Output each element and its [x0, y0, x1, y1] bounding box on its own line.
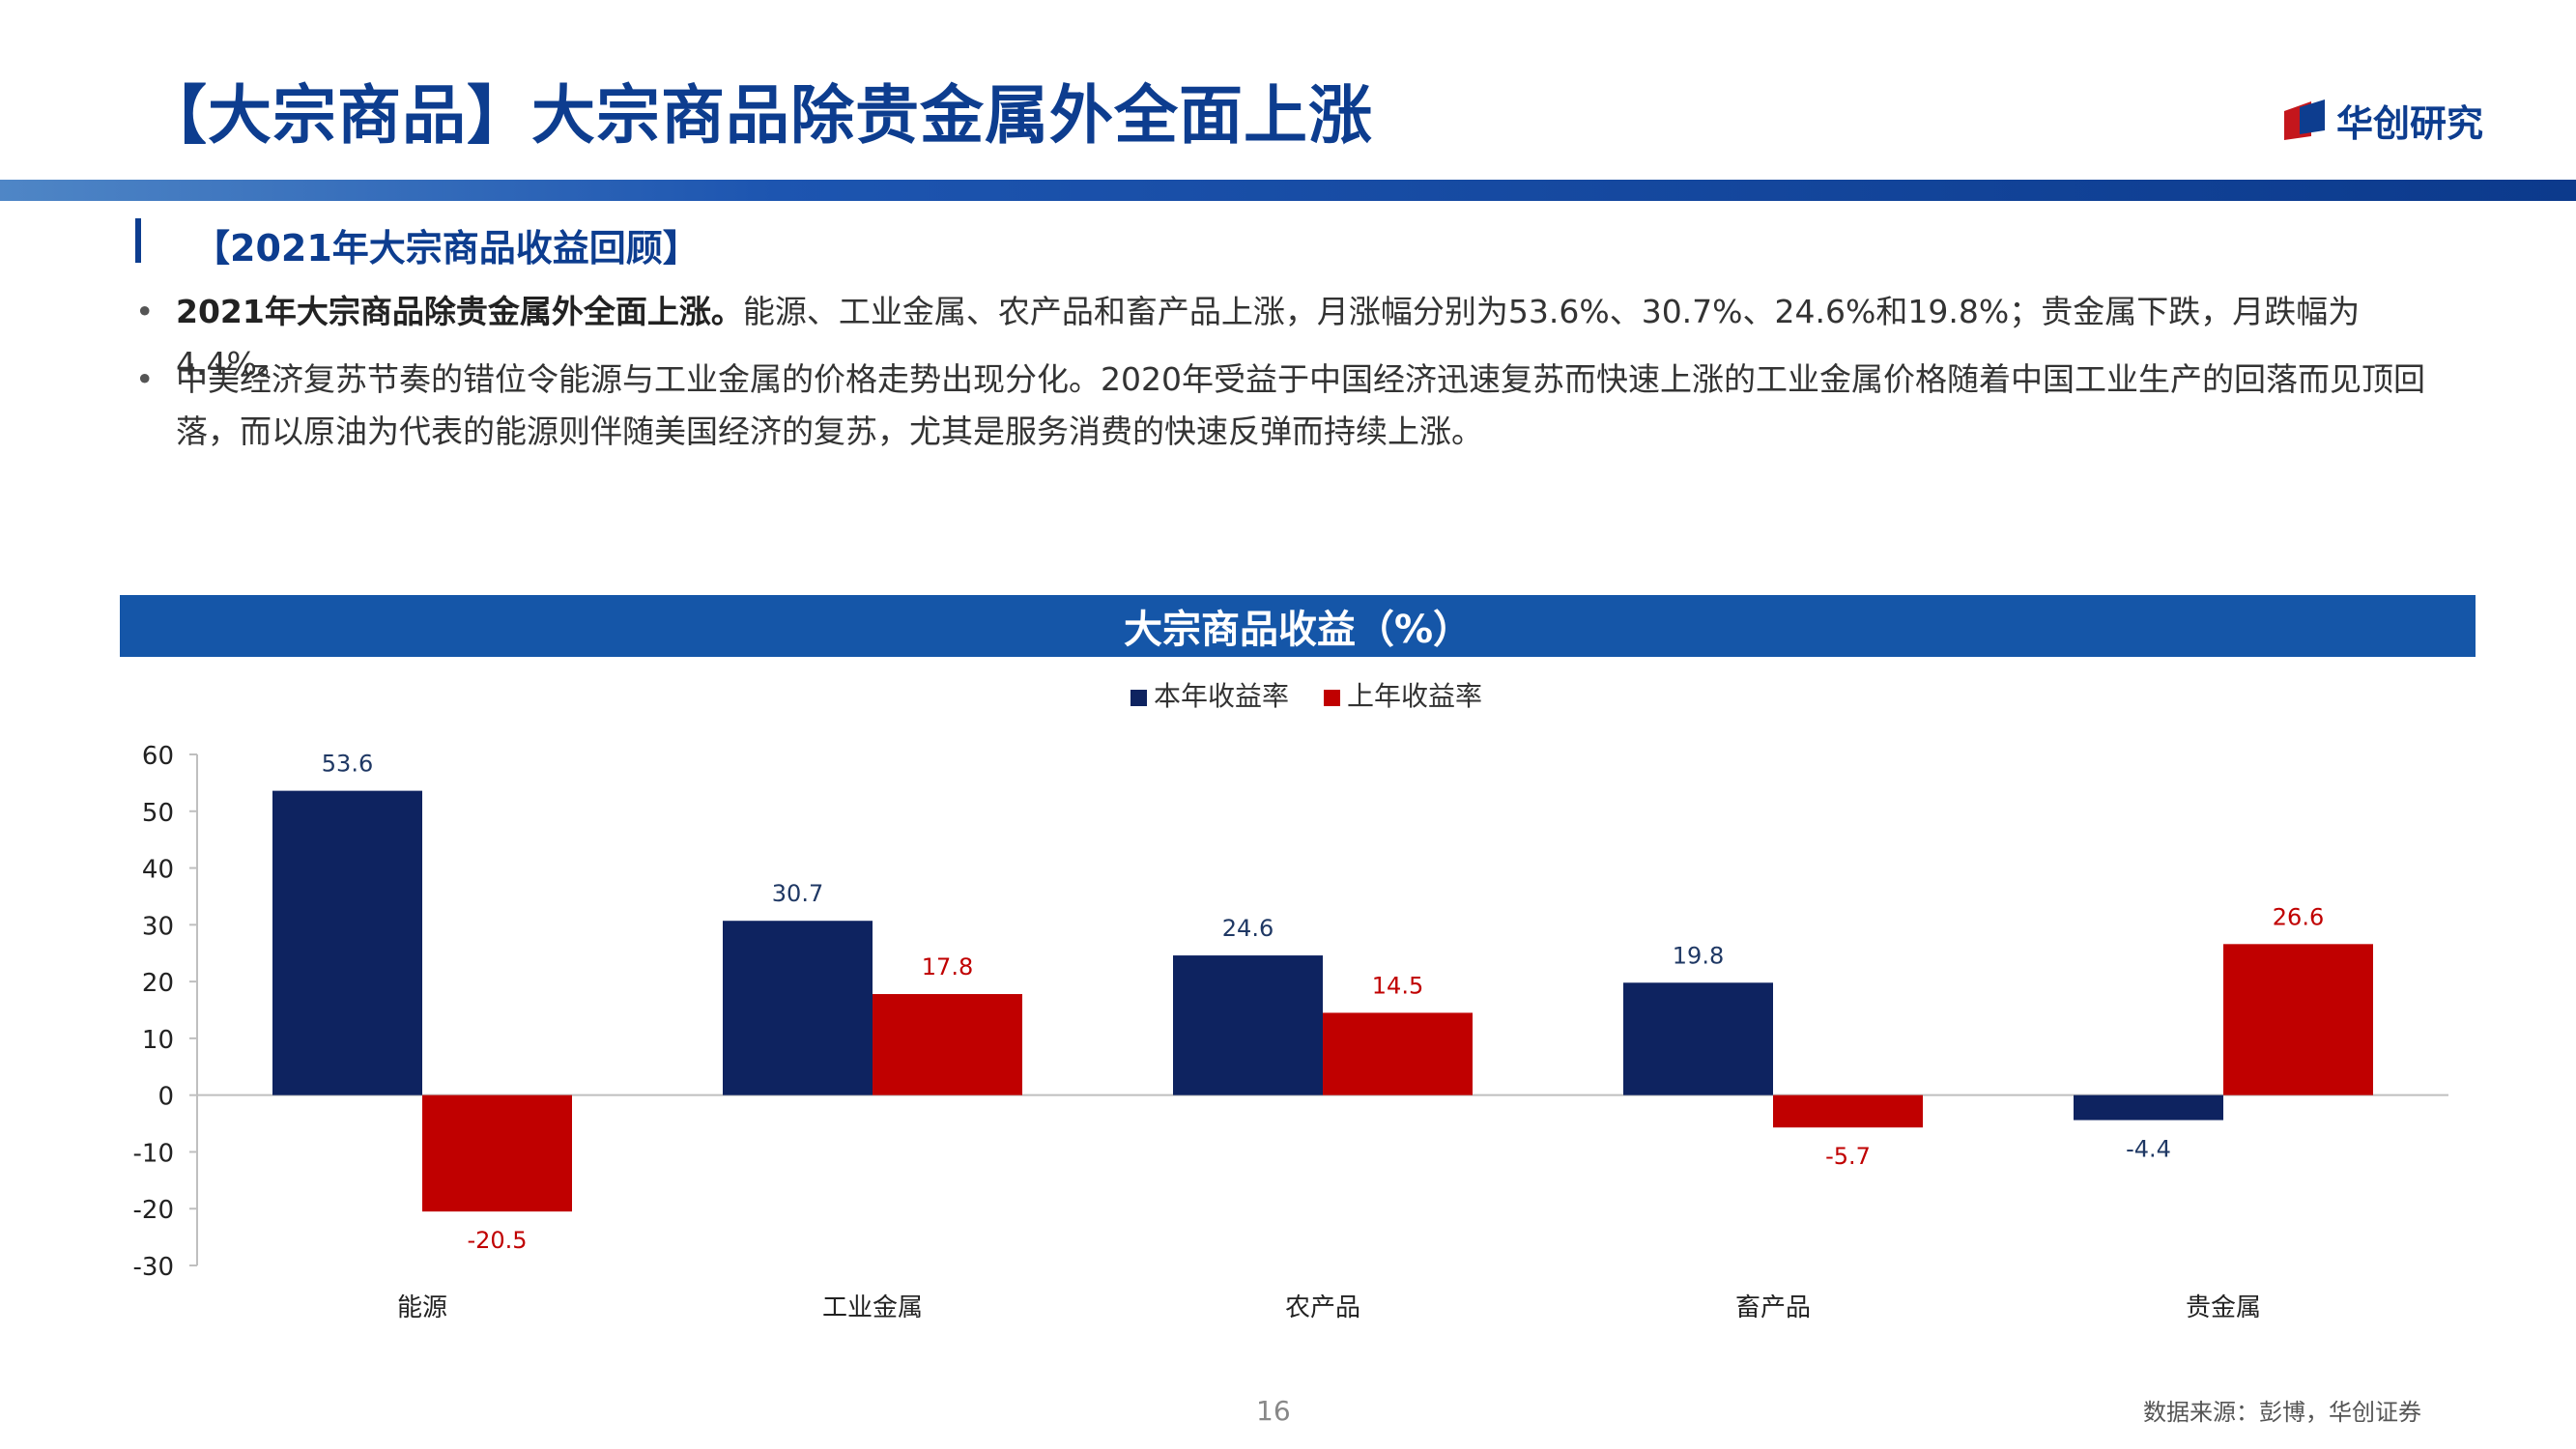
x-category-label: 贵金属	[2186, 1293, 2261, 1322]
legend-swatch	[1131, 690, 1147, 706]
y-tick-label: -10	[133, 1139, 174, 1168]
chart-bar	[1773, 1094, 1923, 1128]
legend-label: 上年收益率	[1347, 680, 1482, 712]
x-category-label: 农产品	[1285, 1293, 1360, 1322]
x-category-label: 工业金属	[822, 1293, 923, 1322]
bullet-dot-icon: •	[135, 360, 155, 398]
chart-bar	[723, 921, 873, 1095]
slide-title: 【大宗商品】大宗商品除贵金属外全面上涨	[143, 78, 1373, 153]
bullet-dot-icon: •	[135, 293, 155, 330]
data-label: -5.7	[1825, 1143, 1871, 1170]
chart-bar	[873, 994, 1022, 1095]
bullet-text: 中美经济复苏节奏的错位令能源与工业金属的价格走势出现分化。2020年受益于中国经…	[176, 360, 2425, 450]
data-label: 26.6	[2273, 903, 2324, 930]
brand-logo-icon	[2284, 99, 2325, 140]
y-tick-label: 10	[142, 1026, 174, 1055]
y-tick-label: 20	[142, 969, 174, 998]
brand-logo: 华创研究	[2282, 93, 2483, 147]
y-tick-label: 50	[142, 799, 174, 828]
data-label: -20.5	[467, 1227, 527, 1254]
y-tick-label: 40	[142, 856, 174, 885]
page-number: 16	[1256, 1395, 1291, 1427]
chart-bar	[422, 1094, 572, 1212]
brand-logo-text: 华创研究	[2336, 101, 2484, 145]
bullet-body: 中美经济复苏节奏的错位令能源与工业金属的价格走势出现分化。2020年受益于中国经…	[135, 354, 2454, 458]
bullet-item: • 中美经济复苏节奏的错位令能源与工业金属的价格走势出现分化。2020年受益于中…	[135, 354, 2454, 458]
legend-swatch	[1324, 690, 1340, 706]
chart-bar	[272, 790, 422, 1095]
y-tick-label: 60	[142, 742, 174, 771]
chart-bar	[2223, 944, 2373, 1095]
x-category-label: 畜产品	[1735, 1293, 1811, 1322]
data-label: 53.6	[322, 751, 373, 778]
data-label: -4.4	[2126, 1136, 2171, 1163]
y-tick-label: 30	[142, 912, 174, 941]
x-category-label: 能源	[397, 1293, 447, 1322]
section-heading: 【2021年大宗商品收益回顾】	[193, 227, 700, 270]
data-label: 19.8	[1673, 942, 1724, 969]
bullet-bold-lead: 2021年大宗商品除贵金属外全面上涨。	[176, 293, 743, 330]
y-tick-label: -30	[133, 1253, 174, 1282]
y-tick-label: -20	[133, 1196, 174, 1225]
legend-label: 本年收益率	[1154, 680, 1289, 712]
bullet-text: 能源、工业金属、农产品和畜产品上涨，月涨幅分别为53.6%、30.7%、24.6…	[176, 293, 2361, 383]
data-label: 17.8	[922, 953, 973, 980]
chart-bar	[1623, 982, 1773, 1095]
data-label: 30.7	[772, 880, 823, 907]
chart-bar	[1323, 1012, 1473, 1095]
bullet-item: • 2021年大宗商品除贵金属外全面上涨。能源、工业金属、农产品和畜产品上涨，月…	[135, 286, 2454, 390]
data-source-note: 数据来源：彭博，华创证券	[2143, 1399, 2421, 1426]
data-label: 14.5	[1372, 972, 1423, 999]
bullet-body: 2021年大宗商品除贵金属外全面上涨。能源、工业金属、农产品和畜产品上涨，月涨幅…	[135, 286, 2454, 390]
bar-chart: 60 50 40 30 20 10 0 -10 -20 -30 本年收益率 上年收益率 53.6 -20.…	[133, 680, 2448, 1322]
y-tick-label: 0	[157, 1083, 174, 1112]
data-label: 24.6	[1222, 915, 1274, 942]
chart-bar	[1173, 955, 1323, 1095]
chart-title: 大宗商品收益（%）	[120, 595, 2476, 657]
chart-bar	[2074, 1094, 2223, 1121]
header-divider-band	[0, 180, 2576, 201]
section-accent-bar	[135, 218, 141, 263]
